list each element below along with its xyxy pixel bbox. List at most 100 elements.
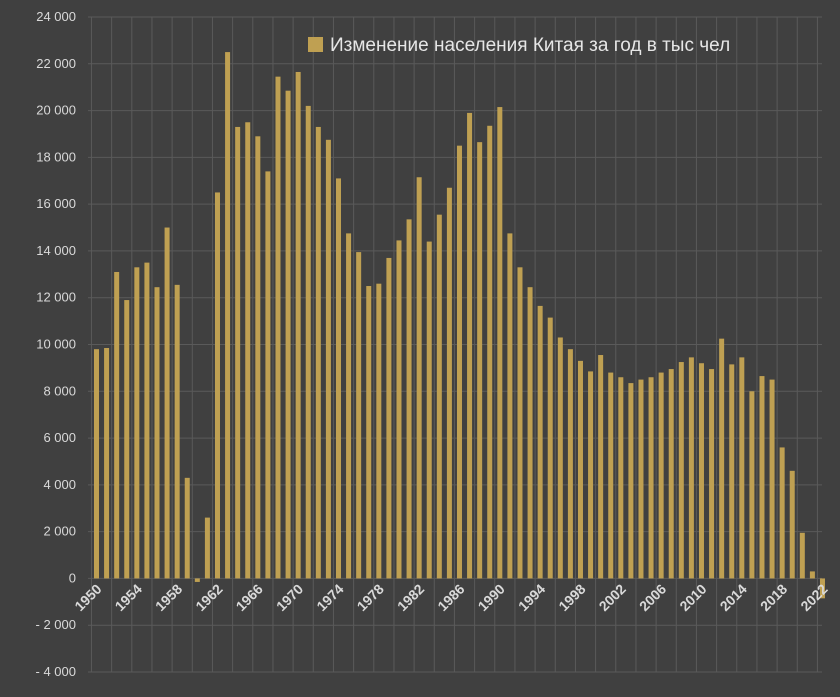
bar-1974 [335,178,341,579]
bar-1971 [305,105,311,579]
x-tick-label: 2018 [757,581,790,614]
bar-1956 [154,287,160,579]
bar-1999 [588,371,594,579]
bar-1996 [557,337,563,579]
x-tick-label: 1998 [555,581,588,614]
bar-1962 [214,192,220,579]
bar-1980 [396,240,402,579]
x-tick-label: 2022 [797,581,830,614]
bar-1981 [406,219,412,579]
bar-2002 [618,377,624,579]
bar-1968 [275,76,281,579]
bar-2013 [729,364,735,579]
bar-1989 [487,125,493,579]
bar-2004 [638,379,644,579]
x-tick-label: 1990 [475,581,508,614]
bar-1985 [446,187,452,579]
bar-1995 [547,317,553,579]
bar-1952 [114,271,120,579]
bar-1960 [194,578,200,582]
y-tick-label: 6 000 [43,430,76,445]
bar-2012 [719,338,725,579]
bar-1987 [467,112,473,579]
bar-2018 [779,447,785,579]
x-tick-label: 1950 [71,581,104,614]
legend-label: Изменение населения Китая за год в тыс ч… [330,35,730,56]
bar-1990 [497,107,503,579]
bar-1979 [386,257,392,579]
x-tick-label: 1958 [152,581,185,614]
y-tick-label: 18 000 [36,149,76,164]
x-tick-label: 1970 [273,581,306,614]
bar-1983 [426,241,432,579]
bar-1976 [356,252,362,579]
bar-1975 [346,233,352,579]
y-tick-label: 24 000 [36,9,76,24]
x-tick-label: 2006 [636,581,669,614]
x-tick-label: 1978 [354,581,387,614]
bar-2003 [628,383,634,579]
bar-1978 [376,283,382,579]
bar-2000 [598,355,604,579]
bar-1961 [204,517,210,579]
bar-1984 [436,214,442,579]
bar-1991 [507,233,513,579]
bar-1997 [567,349,573,579]
bar-1954 [134,267,140,579]
y-tick-label: 0 [69,570,76,585]
bar-1993 [527,287,533,579]
bar-2007 [668,369,674,579]
bar-1957 [164,227,170,579]
bar-2016 [759,376,765,579]
gridlines [88,16,822,673]
bar-2008 [678,362,684,579]
bar-2020 [799,532,805,579]
bar-1986 [456,145,462,579]
bar-2009 [688,357,694,579]
x-tick-label: 1982 [394,581,427,614]
bar-2015 [749,391,755,579]
bar-1998 [577,360,583,579]
y-tick-label: 2 000 [43,524,76,539]
x-tick-label: 1962 [192,581,225,614]
bar-1965 [245,122,251,579]
y-tick-label: 8 000 [43,383,76,398]
bar-1972 [315,126,321,579]
bar-1994 [537,305,543,579]
bar-1951 [104,348,110,579]
bar-1973 [325,139,331,579]
legend: Изменение населения Китая за год в тыс ч… [308,35,730,56]
bar-1950 [94,349,99,579]
bar-2010 [698,363,704,579]
bar-1955 [144,262,150,579]
x-tick-label: 1966 [233,581,266,614]
y-tick-label: 4 000 [43,477,76,492]
bar-2019 [789,470,795,579]
bar-1969 [285,90,291,579]
bar-1967 [265,171,271,579]
bar-2006 [658,372,664,579]
bar-1988 [477,142,483,579]
bar-2005 [648,377,654,579]
legend-swatch [308,37,323,52]
bar-1963 [225,52,231,579]
bar-1959 [184,477,190,579]
y-tick-label: 10 000 [36,337,76,352]
bar-2022 [819,578,825,599]
y-tick-label: 22 000 [36,56,76,71]
x-tick-label: 1986 [434,581,467,614]
bar-1964 [235,126,241,579]
bar-1982 [416,177,422,579]
x-tick-label: 1974 [313,581,346,614]
bar-2021 [809,571,815,579]
bar-1953 [124,300,130,579]
bar-1977 [366,286,372,579]
bar-2014 [739,357,745,579]
x-tick-label: 1954 [112,581,145,614]
bar-1992 [517,267,523,579]
bar-series [94,52,825,599]
y-tick-label: - 2 000 [36,617,76,632]
bar-1970 [295,71,301,579]
y-tick-label: 16 000 [36,196,76,211]
y-tick-label: 14 000 [36,243,76,258]
